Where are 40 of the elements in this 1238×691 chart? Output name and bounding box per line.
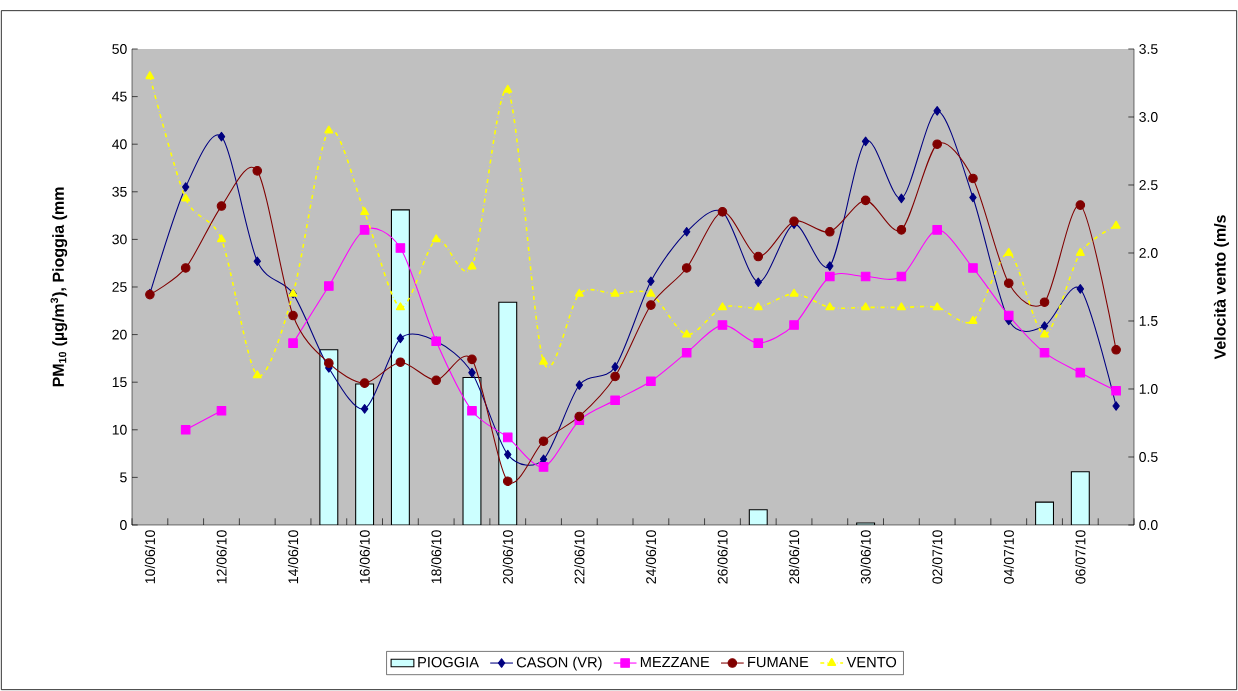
y-tick-label: 35	[112, 186, 127, 197]
y-tick-label: 0	[120, 520, 127, 530]
y-tick-label: 20	[112, 329, 127, 340]
x-tick-label: 22/06/10	[574, 530, 585, 584]
x-tick-label: 24/06/10	[645, 530, 657, 584]
y-tick-label: 45	[112, 91, 127, 102]
legend-label: MEZZANE	[640, 657, 710, 668]
legend-label: VENTO	[846, 656, 897, 668]
x-tick-label: 14/06/10	[287, 530, 299, 584]
y2-tick-label: 0.5	[1139, 452, 1158, 462]
x-tick-label: 30/06/10	[860, 530, 871, 584]
x-tick-label: 02/07/10	[932, 530, 943, 584]
x-tick-label: 04/07/10	[1003, 530, 1014, 584]
y2-tick-label: 1.5	[1139, 316, 1158, 326]
y2-tick-label: 3.0	[1139, 112, 1158, 122]
legend-label: CASON (VR)	[516, 656, 602, 671]
y-tick-label: 40	[112, 139, 127, 150]
y-axis-title: PM$_{10}$ (µg/m$^{3}$), Pioggia (mm	[50, 187, 68, 387]
x-tick-label: 28/06/10	[788, 530, 800, 584]
x-tick-label: 26/06/10	[717, 530, 728, 584]
y2-tick-label: 1.0	[1139, 384, 1158, 394]
y-tick-label: 5	[120, 472, 127, 483]
legend-label: PIOGGIA	[418, 656, 479, 668]
y2-axis-title: Velocità vento (m/s	[1213, 215, 1229, 360]
x-tick-label: 06/07/10	[1075, 530, 1086, 584]
x-tick-label: 18/06/10	[431, 530, 442, 584]
y2-tick-label: 2.0	[1139, 248, 1158, 258]
x-tick-label: 20/06/10	[502, 530, 513, 584]
y2-tick-label: 0.0	[1139, 520, 1158, 530]
legend-label: FUMANE	[748, 657, 809, 668]
x-tick-label: 10/06/10	[144, 530, 156, 584]
y2-tick-label: 3.5	[1139, 44, 1158, 54]
y-tick-label: 30	[112, 234, 127, 245]
x-tick-label: 12/06/10	[216, 530, 227, 584]
y2-tick-label: 2.5	[1139, 180, 1158, 190]
y-tick-label: 25	[112, 282, 127, 292]
y-tick-label: 10	[112, 424, 127, 435]
x-tick-label: 16/06/10	[359, 530, 370, 584]
y-tick-label: 50	[112, 44, 127, 54]
y-tick-label: 15	[112, 377, 127, 388]
